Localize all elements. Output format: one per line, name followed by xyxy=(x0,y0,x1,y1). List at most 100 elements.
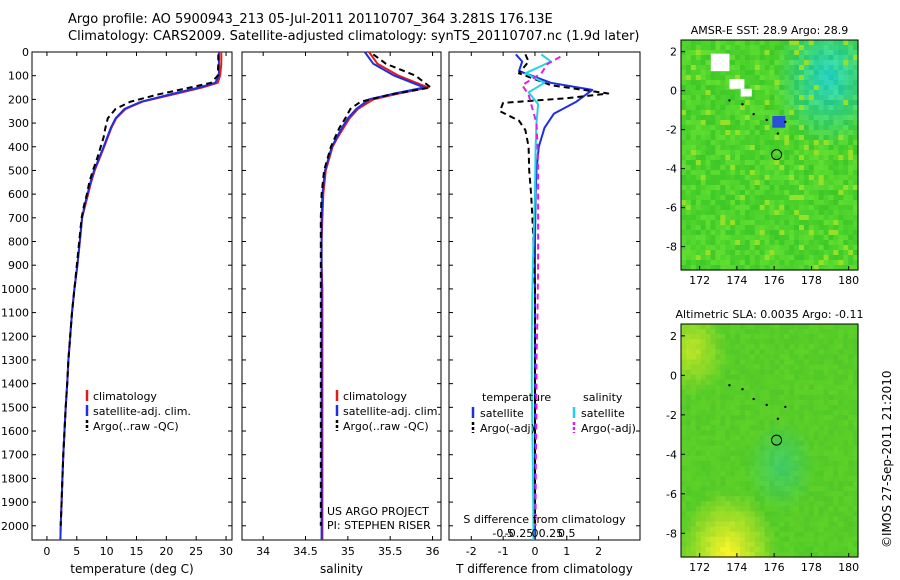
heatmap-cell xyxy=(715,511,721,518)
heatmap-cell xyxy=(710,551,716,558)
heatmap-cell xyxy=(754,160,761,166)
heatmap-cell xyxy=(769,344,775,350)
heatmap-cell xyxy=(725,235,731,241)
heatmap-cell xyxy=(749,210,756,216)
heatmap-cell xyxy=(730,265,736,271)
heatmap-cell xyxy=(735,516,741,523)
heatmap-cell xyxy=(853,265,859,271)
heatmap-cell xyxy=(799,481,805,487)
heatmap-cell xyxy=(828,130,834,136)
heatmap-cell xyxy=(803,379,810,386)
heatmap-cell xyxy=(803,526,810,533)
heatmap-cell xyxy=(759,200,766,206)
heatmap-cell xyxy=(690,476,697,482)
heatmap-cell xyxy=(754,476,761,482)
heatmap-cell xyxy=(740,190,746,196)
heatmap-cell xyxy=(681,470,687,477)
heatmap-cell xyxy=(794,180,800,186)
heatmap-cell xyxy=(740,265,746,271)
heatmap-cell xyxy=(769,389,775,396)
heatmap-cell xyxy=(843,240,849,246)
heatmap-cell xyxy=(754,140,761,146)
heatmap-cell xyxy=(853,425,859,431)
heatmap-cell xyxy=(710,40,716,46)
heatmap-cell xyxy=(779,379,785,386)
heatmap-cell xyxy=(710,265,716,271)
heatmap-cell xyxy=(710,511,716,518)
heatmap-cell xyxy=(735,165,741,171)
heatmap-cell xyxy=(838,205,844,211)
map-x-tick-label: 178 xyxy=(801,561,822,574)
heatmap-cell xyxy=(705,110,712,116)
heatmap-cell xyxy=(740,521,746,528)
heatmap-cell xyxy=(720,115,726,121)
heatmap-cell xyxy=(803,180,810,186)
heatmap-cell xyxy=(789,405,795,411)
heatmap-cell xyxy=(774,155,780,161)
heatmap-cell xyxy=(784,110,790,116)
heatmap-cell xyxy=(754,364,761,371)
heatmap-cell xyxy=(774,230,780,236)
heatmap-cell xyxy=(730,430,736,437)
heatmap-cell xyxy=(735,100,741,106)
heatmap-cell xyxy=(710,470,716,477)
heatmap-cell xyxy=(730,245,736,251)
heatmap-cell xyxy=(853,359,859,366)
heatmap-cell xyxy=(769,235,775,241)
heatmap-cell xyxy=(789,260,795,266)
heatmap-cell xyxy=(735,220,741,226)
heatmap-cell xyxy=(789,165,795,171)
heatmap-cell xyxy=(710,95,716,101)
heatmap-cell xyxy=(710,339,716,345)
heatmap-cell xyxy=(685,501,692,507)
heatmap-cell xyxy=(769,175,775,181)
heatmap-cell xyxy=(813,250,820,256)
heatmap-cell xyxy=(818,516,825,523)
heatmap-cell xyxy=(700,526,707,533)
heatmap-cell xyxy=(764,225,771,231)
heatmap-cell xyxy=(799,65,805,71)
heatmap-cell xyxy=(769,75,775,81)
heatmap-cell xyxy=(735,40,741,46)
heatmap-cell xyxy=(744,190,751,196)
heatmap-cell xyxy=(779,460,785,467)
heatmap-cell xyxy=(843,185,849,191)
heatmap-cell xyxy=(690,526,697,533)
heatmap-cell xyxy=(838,420,844,426)
heatmap-cell xyxy=(740,405,746,411)
heatmap-cell xyxy=(848,536,854,543)
heatmap-cell xyxy=(710,75,716,81)
heatmap-cell xyxy=(803,465,810,472)
heatmap-cell xyxy=(853,364,859,371)
heatmap-cell xyxy=(720,70,726,76)
heatmap-cell xyxy=(720,465,726,472)
heatmap-cell xyxy=(690,115,697,121)
heatmap-cell xyxy=(710,245,716,251)
heatmap-cell xyxy=(833,55,839,61)
heatmap-cell xyxy=(725,410,731,416)
heatmap-cell xyxy=(681,265,687,271)
heatmap-cell xyxy=(759,245,766,251)
heatmap-cell xyxy=(754,265,761,271)
heatmap-cell xyxy=(769,384,775,391)
heatmap-cell xyxy=(715,410,721,416)
heatmap-cell xyxy=(740,460,746,467)
heatmap-cell xyxy=(705,245,712,251)
heatmap-cell xyxy=(789,60,795,66)
heatmap-cell xyxy=(749,511,756,518)
heatmap-cell xyxy=(764,210,771,216)
heatmap-cell xyxy=(823,501,830,507)
heatmap-cell xyxy=(764,470,771,477)
heatmap-cell xyxy=(764,125,771,131)
heatmap-cell xyxy=(690,225,697,231)
depth-tick-label: 1900 xyxy=(1,496,29,509)
heatmap-cell xyxy=(838,170,844,176)
heatmap-cell xyxy=(730,491,736,497)
heatmap-cell xyxy=(789,420,795,426)
heatmap-cell xyxy=(848,405,854,411)
heatmap-cell xyxy=(848,145,854,151)
heatmap-cell xyxy=(838,551,844,558)
heatmap-cell xyxy=(685,334,692,340)
depth-tick-label: 1700 xyxy=(1,449,29,462)
heatmap-cell xyxy=(779,175,785,181)
